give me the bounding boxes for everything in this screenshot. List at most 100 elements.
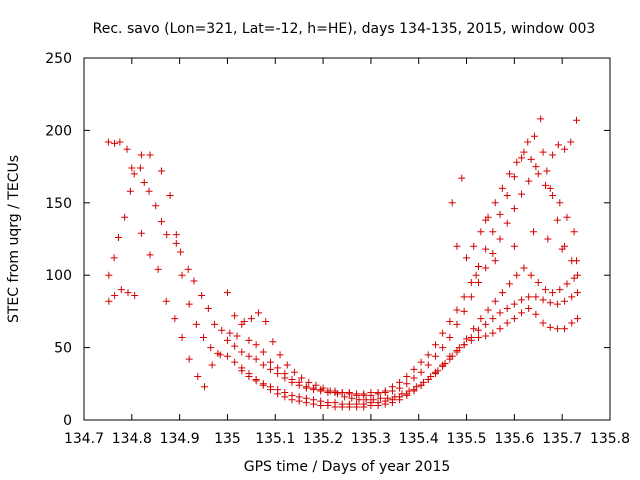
data-point [381,397,389,405]
data-point [573,257,581,265]
data-point [105,297,113,305]
data-point [255,309,263,317]
data-point [276,351,284,359]
data-point [549,151,557,159]
data-point [496,210,504,218]
data-point [527,155,535,163]
data-point [482,245,490,253]
data-point [475,326,482,334]
data-point [295,378,303,386]
data-point [527,271,535,279]
data-point [231,312,239,320]
data-point [374,388,382,396]
data-point [231,342,239,350]
data-point [145,187,153,195]
data-point [403,380,411,388]
data-point [410,365,418,373]
data-point [439,362,447,370]
data-point [520,148,528,156]
data-point [518,190,526,198]
plot-frame [83,57,611,421]
data-point [563,213,571,221]
data-point [470,325,478,333]
data-point [470,242,478,250]
y-tick-label: 0 [63,413,72,429]
data-point [573,271,581,279]
data-point [208,361,216,369]
data-point [396,384,404,392]
data-point [238,348,246,356]
data-point [104,138,112,146]
x-tick-label: 135.1 [255,431,295,447]
data-point [554,141,562,149]
data-point [262,318,270,326]
data-point [524,138,532,146]
data-point [211,320,219,328]
data-point [162,297,170,305]
y-tick-labels: 0 50 100 150 200 250 [45,51,72,429]
data-point [553,325,561,333]
data-point [281,370,289,378]
data-point [424,375,432,383]
data-point [341,393,349,401]
data-point [274,364,282,372]
data-point [510,315,518,323]
data-point [353,400,361,408]
data-point [403,390,411,398]
data-point [333,390,341,398]
data-point [288,391,296,399]
data-point [520,264,528,272]
data-point [439,344,447,352]
data-point [185,300,193,308]
data-point [489,228,497,236]
data-point [152,202,160,210]
data-point [424,351,432,359]
data-point [463,254,471,262]
data-point [355,396,363,404]
data-point [338,400,346,408]
data-point [472,271,480,279]
data-point [532,310,540,318]
data-point [374,399,382,407]
data-point [259,361,267,369]
data-point [544,235,552,243]
data-point [396,393,404,401]
data-point [177,248,185,256]
data-point [362,396,370,404]
data-point [568,319,576,327]
data-point [223,352,231,360]
data-point [546,323,554,331]
data-point [482,264,490,272]
data-point [475,333,482,341]
data-point [477,315,485,323]
data-point [567,138,575,146]
data-point [200,333,208,341]
x-tick-label: 134.8 [112,431,152,447]
data-point [231,358,239,366]
data-point [146,251,154,259]
data-point [192,320,200,328]
data-point [491,257,499,265]
chart-title: Rec. savo (Lon=321, Lat=-12, h=HE), days… [93,21,596,37]
data-point [556,286,564,294]
data-point [190,277,198,285]
data-point [506,170,514,178]
data-point [496,235,504,243]
data-point [259,348,267,356]
data-point [281,388,289,396]
data-point [532,163,540,171]
data-point [491,297,499,305]
data-point [513,271,521,279]
data-point [223,336,231,344]
data-point [453,348,461,356]
data-point [245,352,253,360]
data-point [453,320,461,328]
data-point [111,291,119,299]
data-point [431,341,439,349]
data-point [525,305,533,313]
x-tick-label: 135.3 [351,431,391,447]
data-point [171,315,179,323]
data-point [403,373,411,381]
y-tick-label: 200 [45,123,72,139]
